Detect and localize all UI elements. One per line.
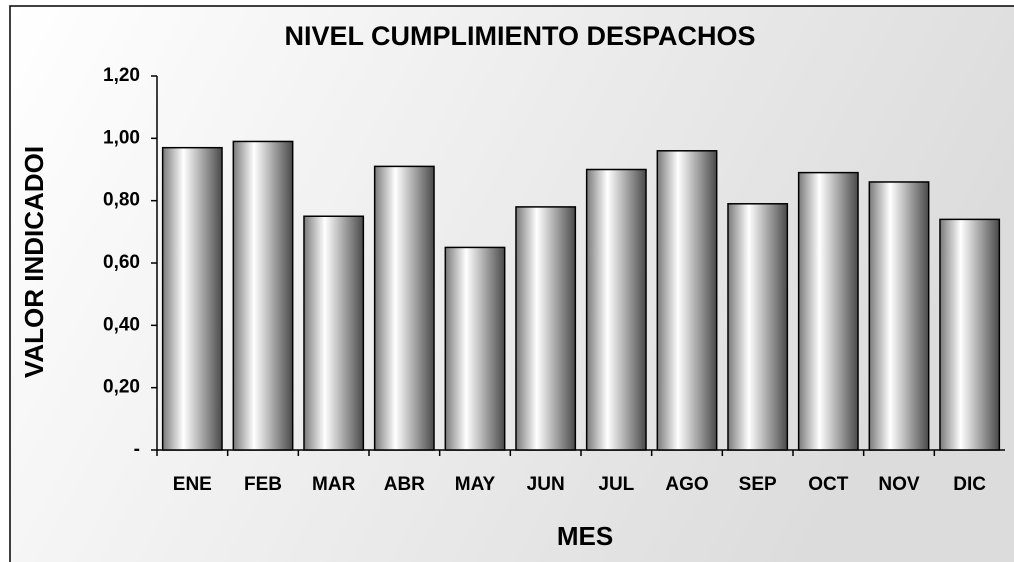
y-axis-label: VALOR INDICADOI bbox=[19, 146, 49, 378]
chart-title: NIVEL CUMPLIMIENTO DESPACHOS bbox=[284, 21, 755, 51]
x-tick-label: FEB bbox=[244, 474, 282, 495]
x-tick-label: JUL bbox=[598, 474, 634, 495]
bar bbox=[373, 165, 435, 451]
bar bbox=[939, 218, 1001, 451]
bar bbox=[727, 203, 789, 451]
bar bbox=[797, 171, 859, 451]
bar bbox=[656, 150, 718, 451]
y-tick-label: 0,60 bbox=[103, 252, 140, 273]
y-tick-label: 1,20 bbox=[103, 65, 140, 86]
x-tick-label: MAR bbox=[312, 474, 356, 495]
y-tick-label: - bbox=[134, 439, 140, 460]
bar bbox=[161, 146, 223, 451]
y-tick-label: 0,40 bbox=[103, 314, 140, 335]
x-tick-label: AGO bbox=[665, 474, 708, 495]
x-tick-label: ABR bbox=[384, 474, 425, 495]
x-tick-label: ENE bbox=[173, 474, 212, 495]
chart-frame bbox=[9, 5, 1014, 562]
bar bbox=[868, 181, 930, 451]
bar bbox=[515, 206, 577, 451]
bar bbox=[232, 140, 294, 451]
x-axis-label: MES bbox=[557, 521, 613, 551]
y-tick-label: 0,20 bbox=[103, 377, 140, 398]
y-tick-label: 1,00 bbox=[103, 127, 140, 148]
x-tick-label: DIC bbox=[953, 474, 986, 495]
x-tick-label: MAY bbox=[455, 474, 496, 495]
x-tick-label: JUN bbox=[527, 474, 565, 495]
x-tick-label: SEP bbox=[739, 474, 777, 495]
bar bbox=[303, 215, 365, 451]
x-tick-label: NOV bbox=[878, 474, 920, 495]
x-tick-label: OCT bbox=[808, 474, 849, 495]
bar bbox=[585, 168, 647, 451]
y-tick-label: 0,80 bbox=[103, 190, 140, 211]
bar bbox=[444, 246, 506, 451]
